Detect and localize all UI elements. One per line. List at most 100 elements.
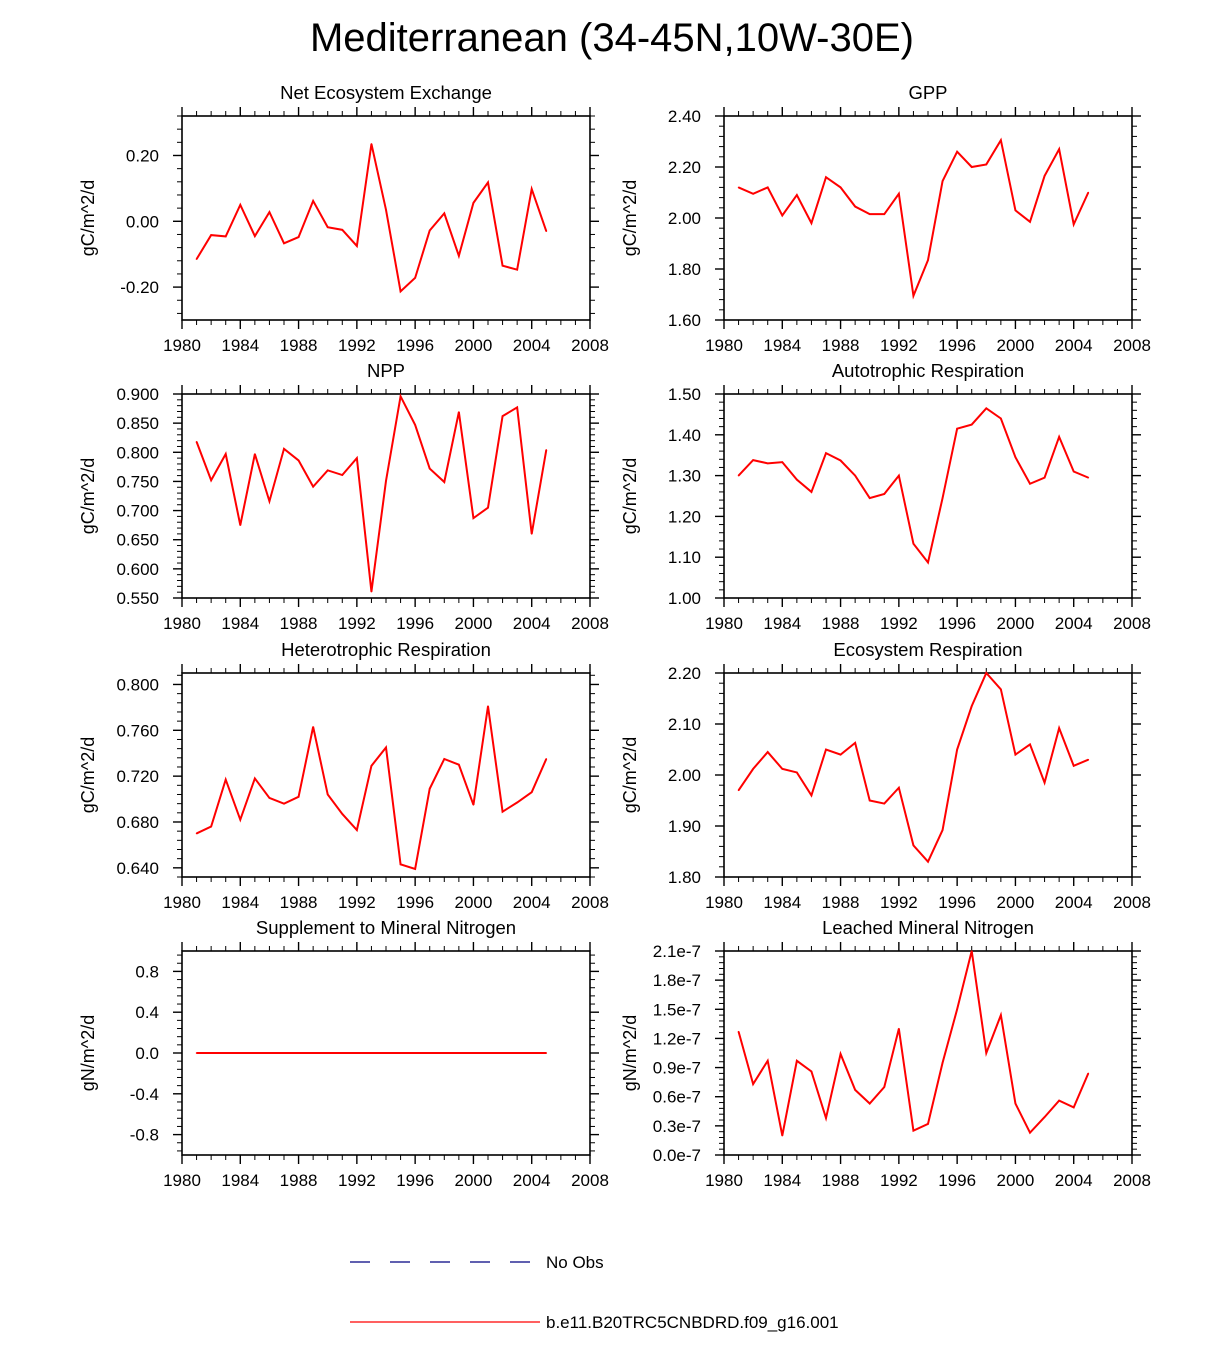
data-point [1043, 1116, 1046, 1118]
x-tick-label: 1992 [338, 614, 376, 633]
panel-autotrophic-respiration: Autotrophic Respiration gC/m^2/d 1980 1984 1… [620, 360, 1151, 633]
data-point [912, 542, 915, 545]
data-point [516, 406, 518, 409]
y-tick-label: 0.800 [116, 443, 159, 462]
data-point [1000, 417, 1002, 420]
data-point [737, 1030, 740, 1033]
data-point [868, 799, 871, 802]
x-tick-label: 2008 [1113, 614, 1151, 633]
x-tick-label: 1992 [338, 1171, 376, 1190]
data-point [268, 797, 271, 799]
x-tick-label: 2004 [513, 336, 551, 355]
panel-title: Autotrophic Respiration [832, 360, 1024, 381]
y-tick-label: 0.680 [116, 813, 159, 832]
y-tick-label: 2.00 [668, 209, 701, 228]
x-tick-label: 1984 [763, 893, 801, 912]
data-point [912, 1129, 915, 1132]
y-tick-label: 0.900 [116, 385, 159, 404]
y-tick-label: 0.720 [116, 767, 159, 786]
data-point [458, 763, 460, 766]
data-point [195, 832, 198, 835]
data-point [341, 1052, 344, 1054]
data-point [399, 1052, 402, 1054]
y-tick-label: -0.8 [130, 1126, 159, 1145]
data-point [239, 818, 242, 821]
y-tick-label: 0.0e-7 [653, 1146, 701, 1165]
x-tick-label: 1992 [880, 336, 918, 355]
x-tick-label: 1996 [396, 614, 434, 633]
x-tick-label: 2008 [1113, 336, 1151, 355]
data-point [839, 753, 842, 756]
data-point [443, 212, 446, 215]
x-tick-label: 1996 [396, 336, 434, 355]
data-point [545, 449, 548, 451]
x-tick-label: 2004 [513, 614, 551, 633]
y-tick-label: 1.40 [668, 426, 701, 445]
data-point [737, 474, 740, 477]
data-point [956, 1008, 958, 1011]
data-point [210, 1052, 212, 1054]
data-point [326, 226, 329, 229]
y-axis-label: gC/m^2/d [78, 458, 98, 534]
data-point [414, 277, 416, 279]
plot-frame [723, 115, 1133, 321]
data-point [516, 268, 518, 271]
y-tick-label: 1.50 [668, 385, 701, 404]
plot-frame [181, 393, 591, 599]
data-point [385, 746, 387, 749]
x-tick-label: 2000 [997, 893, 1035, 912]
x-tick-label: 1980 [705, 1171, 743, 1190]
data-point [414, 424, 416, 426]
data-point [370, 590, 373, 593]
data-point [385, 1052, 387, 1054]
data-point [970, 705, 973, 707]
data-point [868, 497, 871, 499]
data-point [1058, 727, 1060, 729]
panel-ecosystem-respiration: Ecosystem Respiration gC/m^2/d 1980 1984 198… [620, 639, 1151, 912]
data-point [1072, 765, 1075, 767]
data-point [766, 462, 769, 465]
data-point [781, 214, 784, 217]
y-tick-label: 0.850 [116, 414, 159, 433]
x-tick-label: 1980 [163, 1171, 201, 1190]
data-point [1029, 743, 1031, 746]
y-tick-label: 0.9e-7 [653, 1059, 701, 1078]
data-point [781, 768, 784, 770]
panel-title: Supplement to Mineral Nitrogen [256, 917, 516, 938]
y-tick-label: 2.1e-7 [653, 942, 701, 961]
data-point [326, 469, 329, 472]
series-line-model [195, 143, 548, 294]
data-point [312, 1052, 314, 1054]
y-tick-label: 0.760 [116, 721, 159, 740]
data-point [428, 229, 431, 232]
data-point [941, 497, 944, 499]
x-tick-label: 1996 [396, 893, 434, 912]
data-point [297, 795, 300, 798]
data-point [796, 194, 798, 196]
data-point [970, 166, 973, 168]
data-point [210, 479, 212, 482]
data-point [399, 395, 402, 398]
data-point [839, 186, 842, 189]
figure-title: Mediterranean (34-45N,10W-30E) [309, 16, 914, 60]
y-tick-label: 0.700 [116, 502, 159, 521]
data-point [443, 758, 446, 760]
data-point [530, 1052, 533, 1054]
data-point [883, 802, 886, 805]
y-tick-label: 0.550 [116, 589, 159, 608]
panel-title: NPP [367, 360, 405, 381]
x-tick-label: 1992 [880, 614, 918, 633]
data-point [941, 829, 944, 831]
data-point [1058, 148, 1060, 150]
data-point [312, 485, 314, 488]
data-point [956, 427, 958, 430]
data-point [898, 1027, 900, 1030]
x-tick-label: 1984 [763, 614, 801, 633]
data-point [399, 863, 402, 866]
series-line-model [737, 406, 1089, 565]
data-point [810, 491, 813, 493]
data-point [810, 1070, 813, 1073]
data-point [254, 777, 256, 780]
data-point [1014, 456, 1017, 459]
